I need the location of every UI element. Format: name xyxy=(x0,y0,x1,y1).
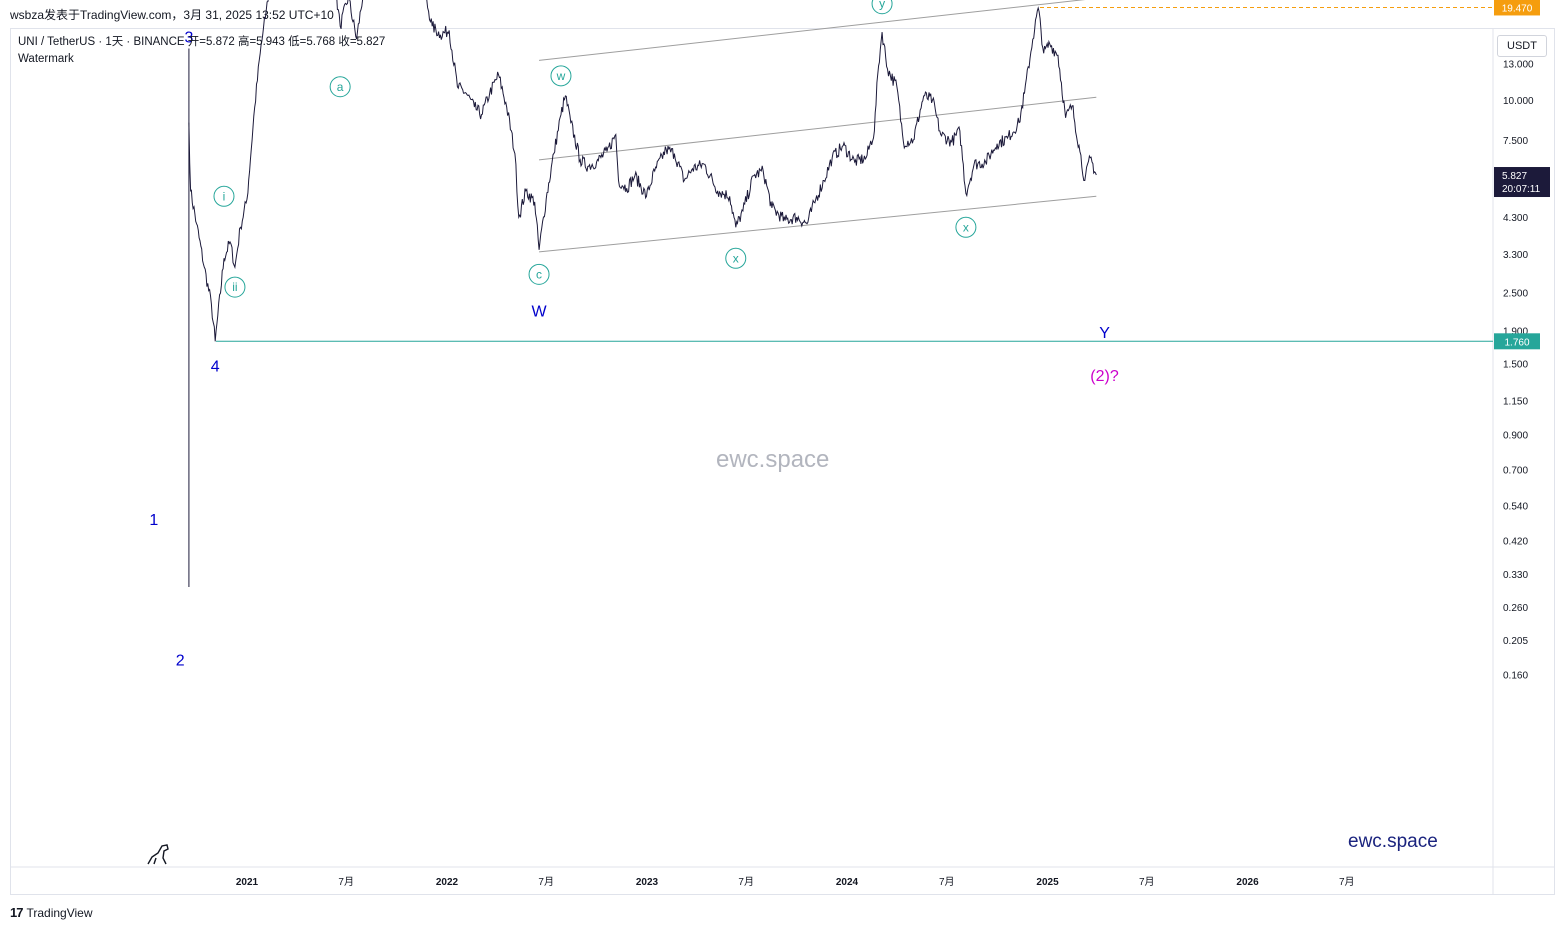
subwave-circle xyxy=(550,65,572,87)
wave-label-Y: Y xyxy=(1099,325,1110,342)
subwave-text: y xyxy=(879,0,885,11)
x-tick-label: 2023 xyxy=(636,877,659,888)
wave-label-2: 2 xyxy=(176,653,185,670)
symbol-line: UNI / TetherUS · 1天 · BINANCE 开=5.872 高=… xyxy=(18,36,386,48)
subwave-i: i xyxy=(213,185,235,207)
x-tick-label: 7月 xyxy=(738,876,754,888)
wave-label-1: 1 xyxy=(149,512,158,529)
y-tick-label: 0.900 xyxy=(1503,430,1528,441)
tradingview-logo-icon: 17 xyxy=(10,905,24,920)
subwave-text: a xyxy=(337,80,344,94)
subwave-circle xyxy=(528,263,550,285)
subwave-y: y xyxy=(871,0,893,15)
chart-frame[interactable] xyxy=(10,28,1555,895)
subwave-text: c xyxy=(536,267,542,281)
subwave-a: a xyxy=(329,76,351,98)
brand-name: TradingView xyxy=(26,905,93,920)
resistance-tag-label: 19.470 xyxy=(1502,3,1533,14)
support-tag xyxy=(1494,333,1540,350)
y-tick-label: 3.300 xyxy=(1503,250,1528,261)
x-tick-label: 2024 xyxy=(836,877,859,888)
symbol-legend[interactable]: UNI / TetherUS · 1天 · BINANCE 开=5.872 高=… xyxy=(18,34,385,68)
publisher-line: wsbza发表于TradingView.com，3月 31, 2025 13:5… xyxy=(10,8,334,22)
center-watermark: ewc.space xyxy=(716,446,830,473)
last-price-value: 5.827 xyxy=(1502,171,1527,182)
subwave-ii: ii xyxy=(224,276,246,298)
x-tick-label: 2022 xyxy=(436,877,459,888)
x-tick-label: 7月 xyxy=(1139,876,1155,888)
footer-brand[interactable]: 17 TradingView xyxy=(10,905,93,920)
subwave-w: w xyxy=(550,65,572,87)
y-tick-label: 2.500 xyxy=(1503,289,1528,300)
y-tick-label: 10.000 xyxy=(1503,96,1534,107)
x-tick-label: 2026 xyxy=(1236,877,1259,888)
x-tick-label: 7月 xyxy=(1339,876,1355,888)
subwave-text: x xyxy=(733,251,739,265)
price-tags: 19.470 1.760 5.827 20:07:11 xyxy=(1494,0,1550,350)
y-tick-label: 0.700 xyxy=(1503,465,1528,476)
y-tick-label: 0.540 xyxy=(1503,501,1528,512)
y-tick-label: 0.330 xyxy=(1503,570,1528,581)
wave-label-3: 3 xyxy=(184,29,193,46)
dinosaur-icon xyxy=(147,844,169,865)
y-tick-label: 0.205 xyxy=(1503,636,1528,647)
subwave-text: x xyxy=(963,220,969,234)
channel-lines xyxy=(538,0,1097,253)
last-price-tag xyxy=(1494,167,1550,198)
subwave-text: ii xyxy=(232,280,237,294)
support-tag-label: 1.760 xyxy=(1504,337,1529,348)
y-tick-label: 0.420 xyxy=(1503,536,1528,547)
corner-watermark: ewc.space xyxy=(1348,831,1438,852)
subwave-circle xyxy=(213,185,235,207)
subwave-circle xyxy=(871,0,893,15)
resistance-tag xyxy=(1494,0,1540,16)
y-tick-label: 7.500 xyxy=(1503,136,1528,147)
subwave-text: i xyxy=(223,189,226,203)
x-tick-label: 7月 xyxy=(538,876,554,888)
y-tick-label: 1.900 xyxy=(1503,327,1528,338)
y-tick-label: 13.000 xyxy=(1503,60,1534,71)
wave-label-W: W xyxy=(532,303,548,320)
y-tick-label: 0.260 xyxy=(1503,603,1528,614)
horizontal-levels xyxy=(216,6,1493,342)
y-tick-label: 1.150 xyxy=(1503,396,1528,407)
bar-countdown: 20:07:11 xyxy=(1502,184,1541,195)
chart-axes: 13.000 10.000 7.500 4.300 3.300 2.500 1.900 1.5… xyxy=(11,29,1555,895)
channel-line xyxy=(539,195,1097,253)
y-tick-label: 0.160 xyxy=(1503,670,1528,681)
subwave-c: c xyxy=(528,263,550,285)
y-tick-label: 4.300 xyxy=(1503,213,1528,224)
x-tick-label: 2025 xyxy=(1036,877,1059,888)
price-line xyxy=(188,0,1097,342)
watermark-label: Watermark xyxy=(18,53,74,65)
subwave-x: x xyxy=(955,216,977,238)
wave-label-4: 4 xyxy=(211,358,220,375)
x-tick-label: 2021 xyxy=(236,877,259,888)
subwave-circle xyxy=(955,216,977,238)
channel-line xyxy=(538,0,1086,61)
x-tick-label: 7月 xyxy=(338,876,354,888)
wave-label-2: (2)? xyxy=(1090,368,1119,385)
subwave-x: x xyxy=(725,247,747,269)
subwave-text: w xyxy=(556,69,566,83)
wave-annotations: 12345(1)?WXY(2)?iiiiiiivvabcwxyxz xyxy=(147,0,1119,865)
price-series xyxy=(188,0,1097,588)
y-tick-label: 1.500 xyxy=(1503,360,1528,371)
subwave-circle xyxy=(224,276,246,298)
x-tick-label: 7月 xyxy=(939,876,955,888)
channel-line xyxy=(538,96,1097,161)
subwave-circle xyxy=(329,76,351,98)
currency-button[interactable]: USDT xyxy=(1497,35,1547,57)
subwave-circle xyxy=(725,247,747,269)
